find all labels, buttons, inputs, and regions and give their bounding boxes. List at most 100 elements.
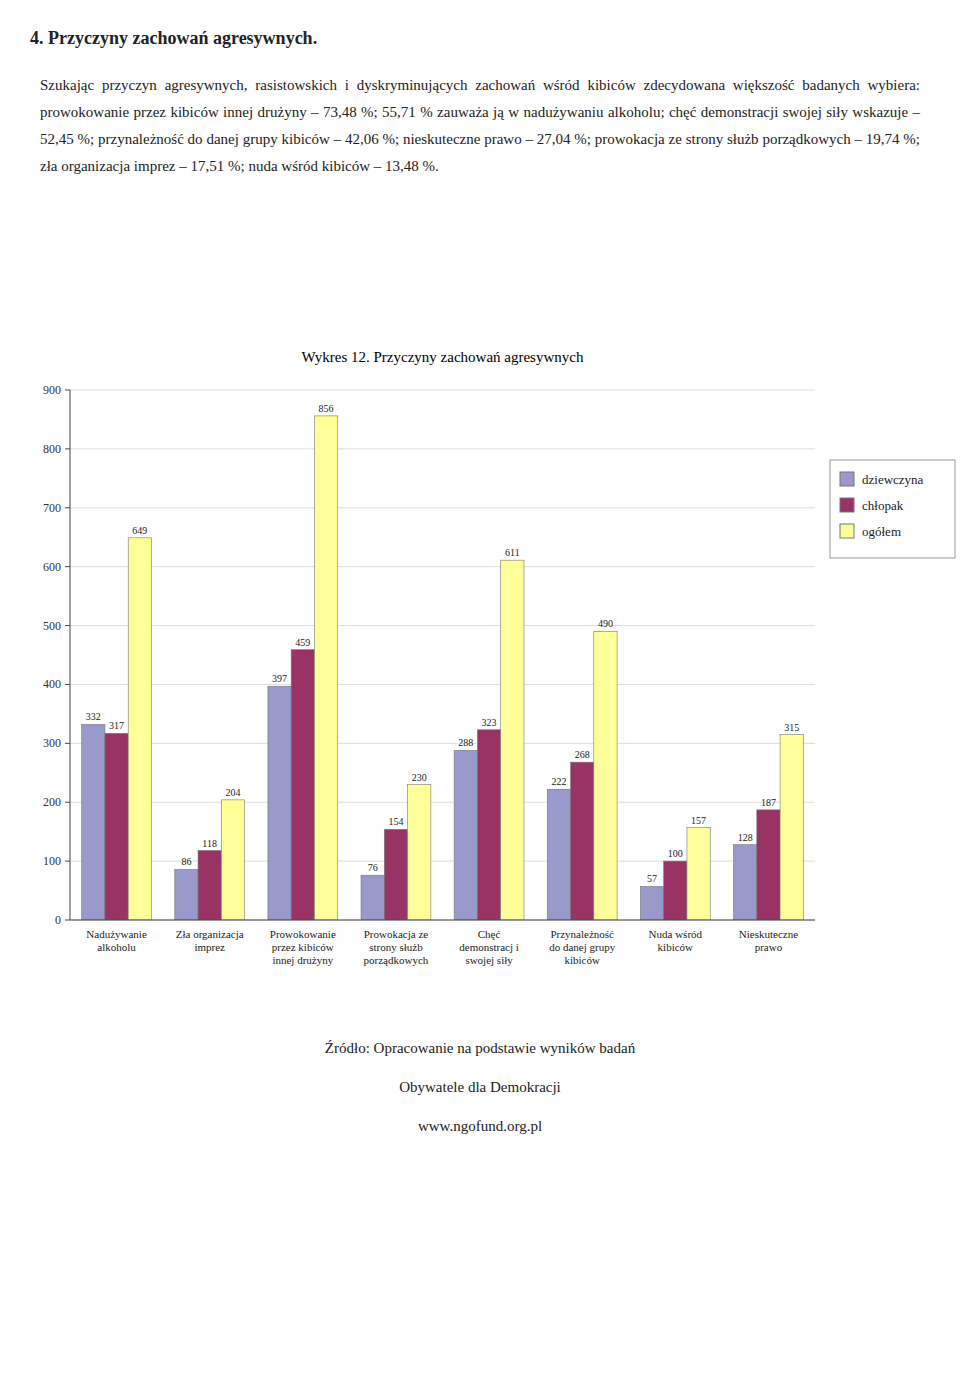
data-label: 157 — [691, 815, 706, 826]
x-tick-label-line: do danej grupy — [549, 941, 615, 953]
bar — [408, 785, 431, 920]
x-tick-label: Przynależnośćdo danej grupykibiców — [549, 928, 615, 966]
x-axis — [70, 920, 815, 921]
y-tick-label: 100 — [43, 854, 61, 868]
bar — [291, 650, 314, 920]
tick-mark — [65, 625, 70, 626]
y-tick-label: 700 — [43, 501, 61, 515]
bar — [198, 851, 221, 920]
legend-swatch — [840, 472, 854, 486]
bar — [547, 789, 570, 920]
x-tick-label: Zła organizacjaimprez — [176, 928, 244, 953]
x-tick-label-line: Nuda wśród — [649, 928, 703, 940]
paragraph: Szukając przyczyn agresywnych, rasistows… — [40, 72, 920, 180]
footer-line: Obywatele dla Demokracji — [0, 1079, 960, 1096]
y-axis — [70, 390, 71, 920]
bar — [477, 730, 500, 920]
bar — [780, 735, 803, 921]
data-label: 332 — [86, 711, 101, 722]
data-label: 187 — [761, 797, 776, 808]
bar — [454, 750, 477, 920]
bar — [640, 886, 663, 920]
x-tick-label-line: Zła organizacja — [176, 928, 244, 940]
x-tick-label-line: kibiców — [564, 954, 599, 966]
bar — [82, 724, 105, 920]
bar — [361, 875, 384, 920]
x-tick-label: Nuda wśródkibiców — [649, 928, 703, 953]
tick-mark — [65, 684, 70, 685]
data-labels: 3328639776288222571283171184591543232681… — [86, 403, 799, 885]
x-tick-label-line: swojej siły — [465, 954, 513, 966]
x-tick-label-line: przez kibiców — [272, 941, 334, 953]
y-tick-label: 200 — [43, 795, 61, 809]
x-tick-label-line: Przynależność — [550, 928, 614, 940]
y-tick-label: 500 — [43, 619, 61, 633]
footer-line: Źródło: Opracowanie na podstawie wyników… — [0, 1040, 960, 1057]
x-tick-label-line: strony służb — [369, 941, 423, 953]
grid-line — [70, 684, 815, 685]
bar — [757, 810, 780, 920]
x-tick-label-line: imprez — [194, 941, 225, 953]
bar — [384, 829, 407, 920]
x-tick-label-line: innej drużyny — [272, 954, 333, 966]
grid-line — [70, 566, 815, 567]
tick-mark — [65, 802, 70, 803]
data-label: 204 — [225, 787, 240, 798]
data-label: 459 — [295, 637, 310, 648]
tick-mark — [65, 920, 70, 921]
legend: dziewczynachłopakogółem — [830, 460, 955, 558]
data-label: 86 — [181, 856, 191, 867]
grid-line — [70, 743, 815, 744]
data-label: 288 — [458, 737, 473, 748]
bar — [314, 416, 337, 920]
x-tick-label: Nieskuteczneprawo — [739, 928, 798, 953]
x-tick-label-line: Prowokacja ze — [364, 928, 429, 940]
data-label: 323 — [482, 717, 497, 728]
legend-label: chłopak — [862, 498, 904, 513]
bars — [82, 416, 804, 920]
grid-line — [70, 390, 815, 391]
y-tick-label: 900 — [43, 383, 61, 397]
tick-mark — [65, 390, 70, 391]
x-tick-label: Prowokowanieprzez kibicówinnej drużyny — [270, 928, 336, 966]
tick-mark — [65, 448, 70, 449]
x-tick-label-line: kibiców — [658, 941, 693, 953]
bar — [501, 560, 524, 920]
footer: Źródło: Opracowanie na podstawie wyników… — [0, 1040, 960, 1157]
x-tick-label-line: Nieskuteczne — [739, 928, 798, 940]
tick-mark — [65, 566, 70, 567]
y-tick-label: 300 — [43, 736, 61, 750]
data-label: 76 — [368, 862, 378, 873]
data-label: 57 — [647, 873, 657, 884]
grid-line — [70, 920, 815, 921]
chart-title: Wykres 12. Przyczyny zachowań agresywnyc… — [302, 349, 584, 365]
data-label: 490 — [598, 618, 613, 629]
data-label: 100 — [668, 848, 683, 859]
grid-line — [70, 625, 815, 626]
grid-line — [70, 448, 815, 449]
x-tick-label-line: Nadużywanie — [86, 928, 147, 940]
bar — [128, 538, 151, 920]
grid-line — [70, 802, 815, 803]
data-label: 611 — [505, 547, 520, 558]
legend-label: dziewczyna — [862, 472, 924, 487]
x-tick-label-line: porządkowych — [364, 954, 429, 966]
bar — [221, 800, 244, 920]
data-label: 154 — [388, 816, 403, 827]
x-tick-label-line: Prowokowanie — [270, 928, 336, 940]
x-tick-label-line: Chęć — [478, 928, 501, 940]
chart: Wykres 12. Przyczyny zachowań agresywnyc… — [0, 340, 960, 1020]
legend-swatch — [840, 498, 854, 512]
data-label: 856 — [319, 403, 334, 414]
x-tick-label: Chęćdemonstracj iswojej siły — [459, 928, 519, 966]
data-label: 128 — [738, 832, 753, 843]
y-tick-label: 800 — [43, 442, 61, 456]
data-label: 118 — [202, 838, 217, 849]
tick-mark — [65, 861, 70, 862]
x-tick-label: Nadużywaniealkoholu — [86, 928, 147, 953]
y-tick-label: 0 — [55, 913, 61, 927]
y-tick-label: 600 — [43, 560, 61, 574]
legend-swatch — [840, 524, 854, 538]
bar — [594, 631, 617, 920]
bar — [734, 845, 757, 920]
